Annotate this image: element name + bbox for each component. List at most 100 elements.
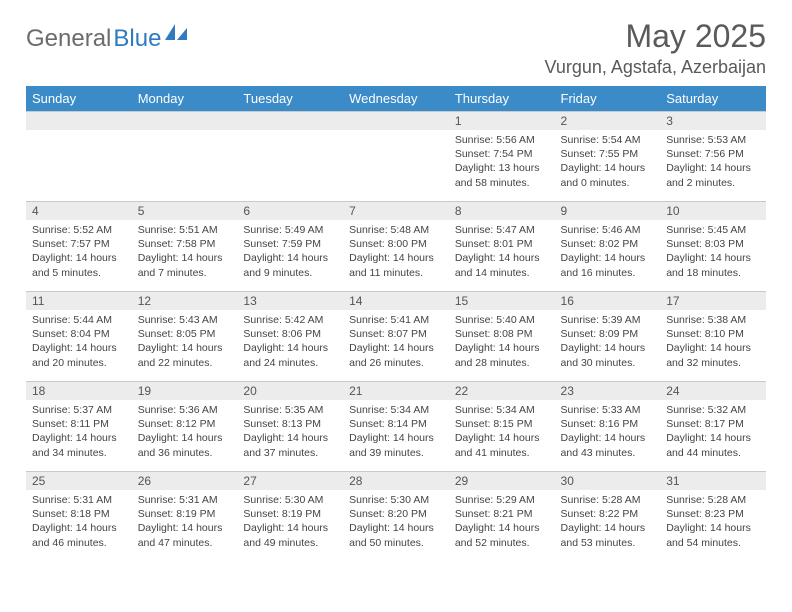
weekday-header: Tuesday: [237, 86, 343, 112]
calendar-cell: 30Sunrise: 5:28 AMSunset: 8:22 PMDayligh…: [555, 472, 661, 562]
day-content: Sunrise: 5:31 AMSunset: 8:18 PMDaylight:…: [26, 490, 132, 554]
day-number: 10: [660, 202, 766, 220]
calendar-week-row: 25Sunrise: 5:31 AMSunset: 8:18 PMDayligh…: [26, 472, 766, 562]
calendar-cell: 21Sunrise: 5:34 AMSunset: 8:14 PMDayligh…: [343, 382, 449, 472]
day-content: Sunrise: 5:41 AMSunset: 8:07 PMDaylight:…: [343, 310, 449, 374]
day-content: [132, 130, 238, 137]
day-content: Sunrise: 5:28 AMSunset: 8:23 PMDaylight:…: [660, 490, 766, 554]
weekday-header: Friday: [555, 86, 661, 112]
calendar-cell: [343, 112, 449, 202]
logo: GeneralBlue: [26, 24, 187, 53]
day-content: Sunrise: 5:40 AMSunset: 8:08 PMDaylight:…: [449, 310, 555, 374]
day-number: 31: [660, 472, 766, 490]
weekday-header: Monday: [132, 86, 238, 112]
logo-text-gray: General: [26, 25, 111, 53]
calendar-cell: 3Sunrise: 5:53 AMSunset: 7:56 PMDaylight…: [660, 112, 766, 202]
day-number: 27: [237, 472, 343, 490]
day-content: Sunrise: 5:29 AMSunset: 8:21 PMDaylight:…: [449, 490, 555, 554]
calendar-cell: 1Sunrise: 5:56 AMSunset: 7:54 PMDaylight…: [449, 112, 555, 202]
calendar-cell: 26Sunrise: 5:31 AMSunset: 8:19 PMDayligh…: [132, 472, 238, 562]
day-content: Sunrise: 5:37 AMSunset: 8:11 PMDaylight:…: [26, 400, 132, 464]
calendar-cell: 28Sunrise: 5:30 AMSunset: 8:20 PMDayligh…: [343, 472, 449, 562]
day-number: 24: [660, 382, 766, 400]
day-content: Sunrise: 5:48 AMSunset: 8:00 PMDaylight:…: [343, 220, 449, 284]
calendar-cell: 29Sunrise: 5:29 AMSunset: 8:21 PMDayligh…: [449, 472, 555, 562]
calendar-cell: 31Sunrise: 5:28 AMSunset: 8:23 PMDayligh…: [660, 472, 766, 562]
day-number: 29: [449, 472, 555, 490]
calendar-cell: 15Sunrise: 5:40 AMSunset: 8:08 PMDayligh…: [449, 292, 555, 382]
day-number: 18: [26, 382, 132, 400]
calendar-table: SundayMondayTuesdayWednesdayThursdayFrid…: [26, 86, 766, 562]
day-number: 6: [237, 202, 343, 220]
weekday-header: Wednesday: [343, 86, 449, 112]
calendar-cell: 11Sunrise: 5:44 AMSunset: 8:04 PMDayligh…: [26, 292, 132, 382]
day-number: 23: [555, 382, 661, 400]
day-content: Sunrise: 5:49 AMSunset: 7:59 PMDaylight:…: [237, 220, 343, 284]
day-content: Sunrise: 5:39 AMSunset: 8:09 PMDaylight:…: [555, 310, 661, 374]
day-content: Sunrise: 5:44 AMSunset: 8:04 PMDaylight:…: [26, 310, 132, 374]
calendar-cell: 14Sunrise: 5:41 AMSunset: 8:07 PMDayligh…: [343, 292, 449, 382]
calendar-cell: 19Sunrise: 5:36 AMSunset: 8:12 PMDayligh…: [132, 382, 238, 472]
day-number: 13: [237, 292, 343, 310]
page-title: May 2025: [545, 18, 766, 55]
calendar-cell: 12Sunrise: 5:43 AMSunset: 8:05 PMDayligh…: [132, 292, 238, 382]
day-content: [237, 130, 343, 137]
weekday-header: Thursday: [449, 86, 555, 112]
calendar-cell: 2Sunrise: 5:54 AMSunset: 7:55 PMDaylight…: [555, 112, 661, 202]
day-content: Sunrise: 5:46 AMSunset: 8:02 PMDaylight:…: [555, 220, 661, 284]
calendar-cell: 10Sunrise: 5:45 AMSunset: 8:03 PMDayligh…: [660, 202, 766, 292]
day-number: 17: [660, 292, 766, 310]
day-content: Sunrise: 5:32 AMSunset: 8:17 PMDaylight:…: [660, 400, 766, 464]
day-content: Sunrise: 5:34 AMSunset: 8:15 PMDaylight:…: [449, 400, 555, 464]
calendar-cell: 8Sunrise: 5:47 AMSunset: 8:01 PMDaylight…: [449, 202, 555, 292]
day-content: Sunrise: 5:42 AMSunset: 8:06 PMDaylight:…: [237, 310, 343, 374]
calendar-cell: 18Sunrise: 5:37 AMSunset: 8:11 PMDayligh…: [26, 382, 132, 472]
location-text: Vurgun, Agstafa, Azerbaijan: [545, 57, 766, 78]
day-number: 26: [132, 472, 238, 490]
day-number: 21: [343, 382, 449, 400]
calendar-cell: 6Sunrise: 5:49 AMSunset: 7:59 PMDaylight…: [237, 202, 343, 292]
day-content: [343, 130, 449, 137]
day-number: 25: [26, 472, 132, 490]
calendar-cell: 20Sunrise: 5:35 AMSunset: 8:13 PMDayligh…: [237, 382, 343, 472]
day-number: [237, 112, 343, 130]
day-number: 20: [237, 382, 343, 400]
day-number: 5: [132, 202, 238, 220]
day-content: Sunrise: 5:38 AMSunset: 8:10 PMDaylight:…: [660, 310, 766, 374]
day-content: [26, 130, 132, 137]
day-number: 16: [555, 292, 661, 310]
day-number: 7: [343, 202, 449, 220]
day-content: Sunrise: 5:30 AMSunset: 8:19 PMDaylight:…: [237, 490, 343, 554]
day-number: 8: [449, 202, 555, 220]
day-number: 28: [343, 472, 449, 490]
day-number: [343, 112, 449, 130]
day-content: Sunrise: 5:31 AMSunset: 8:19 PMDaylight:…: [132, 490, 238, 554]
day-number: 19: [132, 382, 238, 400]
day-number: 14: [343, 292, 449, 310]
calendar-cell: [237, 112, 343, 202]
day-content: Sunrise: 5:35 AMSunset: 8:13 PMDaylight:…: [237, 400, 343, 464]
day-number: 11: [26, 292, 132, 310]
day-number: 12: [132, 292, 238, 310]
calendar-cell: 22Sunrise: 5:34 AMSunset: 8:15 PMDayligh…: [449, 382, 555, 472]
day-number: [132, 112, 238, 130]
day-content: Sunrise: 5:51 AMSunset: 7:58 PMDaylight:…: [132, 220, 238, 284]
logo-sail-icon: [163, 24, 187, 53]
calendar-week-row: 18Sunrise: 5:37 AMSunset: 8:11 PMDayligh…: [26, 382, 766, 472]
day-content: Sunrise: 5:52 AMSunset: 7:57 PMDaylight:…: [26, 220, 132, 284]
weekday-header: Saturday: [660, 86, 766, 112]
day-number: 9: [555, 202, 661, 220]
logo-text-blue: Blue: [113, 25, 161, 53]
day-content: Sunrise: 5:47 AMSunset: 8:01 PMDaylight:…: [449, 220, 555, 284]
day-number: [26, 112, 132, 130]
day-content: Sunrise: 5:36 AMSunset: 8:12 PMDaylight:…: [132, 400, 238, 464]
calendar-cell: 16Sunrise: 5:39 AMSunset: 8:09 PMDayligh…: [555, 292, 661, 382]
day-content: Sunrise: 5:28 AMSunset: 8:22 PMDaylight:…: [555, 490, 661, 554]
calendar-cell: 4Sunrise: 5:52 AMSunset: 7:57 PMDaylight…: [26, 202, 132, 292]
day-content: Sunrise: 5:54 AMSunset: 7:55 PMDaylight:…: [555, 130, 661, 194]
calendar-cell: 7Sunrise: 5:48 AMSunset: 8:00 PMDaylight…: [343, 202, 449, 292]
weekday-header: Sunday: [26, 86, 132, 112]
calendar-header-row: SundayMondayTuesdayWednesdayThursdayFrid…: [26, 86, 766, 112]
day-content: Sunrise: 5:45 AMSunset: 8:03 PMDaylight:…: [660, 220, 766, 284]
calendar-cell: 17Sunrise: 5:38 AMSunset: 8:10 PMDayligh…: [660, 292, 766, 382]
